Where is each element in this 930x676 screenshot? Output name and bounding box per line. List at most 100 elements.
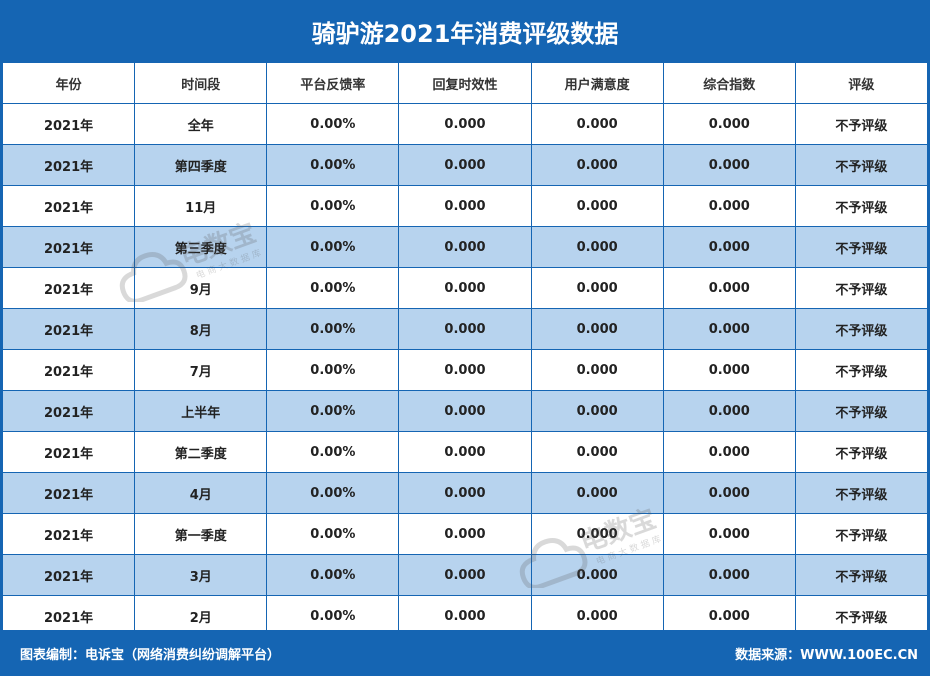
table-cell: 0.00% bbox=[266, 431, 400, 473]
table-cell: 不予评级 bbox=[794, 554, 929, 596]
table-cell: 2021年 bbox=[1, 431, 136, 473]
table-cell: 0.000 bbox=[398, 226, 532, 268]
table-cell: 8月 bbox=[134, 308, 268, 350]
table-row: 2021年 7月 0.00% 0.000 0.000 0.000 不予评级 bbox=[1, 349, 929, 391]
table-cell: 0.00% bbox=[266, 472, 400, 514]
table-cell: 0.000 bbox=[530, 308, 664, 350]
table-cell: 0.000 bbox=[530, 390, 664, 432]
table-cell: 不予评级 bbox=[794, 226, 929, 268]
table-cell: 2021年 bbox=[1, 144, 136, 186]
table-cell: 4月 bbox=[134, 472, 268, 514]
table-cell: 0.000 bbox=[662, 267, 796, 309]
table-cell: 不予评级 bbox=[794, 390, 929, 432]
table-cell: 0.00% bbox=[266, 554, 400, 596]
table-cell: 0.00% bbox=[266, 349, 400, 391]
table-cell: 0.000 bbox=[398, 431, 532, 473]
column-header: 综合指数 bbox=[662, 62, 796, 104]
footer-bar: 图表编制：电诉宝（网络消费纠纷调解平台） 数据来源：WWW.100EC.CN bbox=[0, 630, 930, 676]
table-row: 2021年 9月 0.00% 0.000 0.000 0.000 不予评级 bbox=[1, 267, 929, 309]
table-cell: 2021年 bbox=[1, 390, 136, 432]
table-header-row: 年份 时间段 平台反馈率 回复时效性 用户满意度 综合指数 评级 bbox=[1, 62, 929, 104]
table-cell: 2021年 bbox=[1, 103, 136, 145]
table-cell: 0.000 bbox=[398, 349, 532, 391]
table-cell: 0.000 bbox=[398, 308, 532, 350]
column-header: 回复时效性 bbox=[398, 62, 532, 104]
table-cell: 11月 bbox=[134, 185, 268, 227]
table-cell: 不予评级 bbox=[794, 185, 929, 227]
column-header: 平台反馈率 bbox=[266, 62, 400, 104]
table-cell: 0.000 bbox=[398, 185, 532, 227]
rating-table: 年份 时间段 平台反馈率 回复时效性 用户满意度 综合指数 评级 2021年 全年 0.00% 0… bbox=[1, 62, 929, 637]
table-row: 2021年 4月 0.00% 0.000 0.000 0.000 不予评级 bbox=[1, 472, 929, 514]
table-cell: 2021年 bbox=[1, 513, 136, 555]
table-cell: 2021年 bbox=[1, 554, 136, 596]
table-cell: 0.000 bbox=[662, 390, 796, 432]
table-cell: 0.000 bbox=[530, 185, 664, 227]
table-cell: 不予评级 bbox=[794, 349, 929, 391]
table-body: 2021年 全年 0.00% 0.000 0.000 0.000 不予评级 2021年 第四季度… bbox=[1, 103, 929, 637]
table-cell: 0.000 bbox=[662, 185, 796, 227]
table-cell: 0.00% bbox=[266, 267, 400, 309]
column-header: 用户满意度 bbox=[530, 62, 664, 104]
table-cell: 0.000 bbox=[398, 472, 532, 514]
table-cell: 0.000 bbox=[662, 144, 796, 186]
table-cell: 0.00% bbox=[266, 226, 400, 268]
table-row: 2021年 3月 0.00% 0.000 0.000 0.000 不予评级 bbox=[1, 554, 929, 596]
table-cell: 第二季度 bbox=[134, 431, 268, 473]
table-cell: 0.00% bbox=[266, 185, 400, 227]
table-cell: 0.000 bbox=[662, 431, 796, 473]
table-cell: 第四季度 bbox=[134, 144, 268, 186]
table-cell: 0.000 bbox=[530, 554, 664, 596]
table-cell: 0.000 bbox=[530, 226, 664, 268]
table-cell: 0.000 bbox=[530, 472, 664, 514]
table-cell: 0.000 bbox=[398, 390, 532, 432]
table-cell: 0.000 bbox=[662, 554, 796, 596]
rating-table-container: 年份 时间段 平台反馈率 回复时效性 用户满意度 综合指数 评级 2021年 全年 0.00% 0… bbox=[0, 62, 930, 637]
table-cell: 0.00% bbox=[266, 390, 400, 432]
table-cell: 0.000 bbox=[530, 103, 664, 145]
table-cell: 0.00% bbox=[266, 144, 400, 186]
table-cell: 0.000 bbox=[662, 472, 796, 514]
table-cell: 0.000 bbox=[662, 226, 796, 268]
table-cell: 0.000 bbox=[530, 431, 664, 473]
table-cell: 0.000 bbox=[662, 513, 796, 555]
table-cell: 7月 bbox=[134, 349, 268, 391]
footer-source-compiler: 图表编制：电诉宝（网络消费纠纷调解平台） bbox=[20, 648, 281, 663]
table-cell: 2021年 bbox=[1, 185, 136, 227]
table-cell: 0.000 bbox=[530, 349, 664, 391]
table-cell: 上半年 bbox=[134, 390, 268, 432]
table-row: 2021年 全年 0.00% 0.000 0.000 0.000 不予评级 bbox=[1, 103, 929, 145]
table-cell: 0.000 bbox=[398, 267, 532, 309]
table-cell: 0.000 bbox=[662, 308, 796, 350]
table-cell: 不予评级 bbox=[794, 103, 929, 145]
page-title: 骑驴游2021年消费评级数据 bbox=[0, 0, 930, 62]
table-cell: 不予评级 bbox=[794, 144, 929, 186]
table-cell: 0.000 bbox=[530, 267, 664, 309]
table-cell: 2021年 bbox=[1, 226, 136, 268]
table-cell: 0.000 bbox=[398, 554, 532, 596]
table-cell: 第三季度 bbox=[134, 226, 268, 268]
column-header: 时间段 bbox=[134, 62, 268, 104]
table-row: 2021年 第四季度 0.00% 0.000 0.000 0.000 不予评级 bbox=[1, 144, 929, 186]
table-cell: 3月 bbox=[134, 554, 268, 596]
table-cell: 第一季度 bbox=[134, 513, 268, 555]
table-cell: 全年 bbox=[134, 103, 268, 145]
table-cell: 0.00% bbox=[266, 308, 400, 350]
table-cell: 2021年 bbox=[1, 267, 136, 309]
table-cell: 0.000 bbox=[530, 144, 664, 186]
table-cell: 不予评级 bbox=[794, 267, 929, 309]
table-cell: 0.000 bbox=[530, 513, 664, 555]
table-row: 2021年 上半年 0.00% 0.000 0.000 0.000 不予评级 bbox=[1, 390, 929, 432]
table-cell: 2021年 bbox=[1, 349, 136, 391]
table-cell: 不予评级 bbox=[794, 472, 929, 514]
table-cell: 不予评级 bbox=[794, 513, 929, 555]
table-cell: 0.000 bbox=[398, 513, 532, 555]
table-cell: 9月 bbox=[134, 267, 268, 309]
table-cell: 0.00% bbox=[266, 513, 400, 555]
table-row: 2021年 第一季度 0.00% 0.000 0.000 0.000 不予评级 bbox=[1, 513, 929, 555]
table-cell: 0.000 bbox=[398, 144, 532, 186]
table-cell: 不予评级 bbox=[794, 308, 929, 350]
table-row: 2021年 11月 0.00% 0.000 0.000 0.000 不予评级 bbox=[1, 185, 929, 227]
footer-data-source: 数据来源：WWW.100EC.CN bbox=[735, 648, 918, 663]
table-row: 2021年 8月 0.00% 0.000 0.000 0.000 不予评级 bbox=[1, 308, 929, 350]
